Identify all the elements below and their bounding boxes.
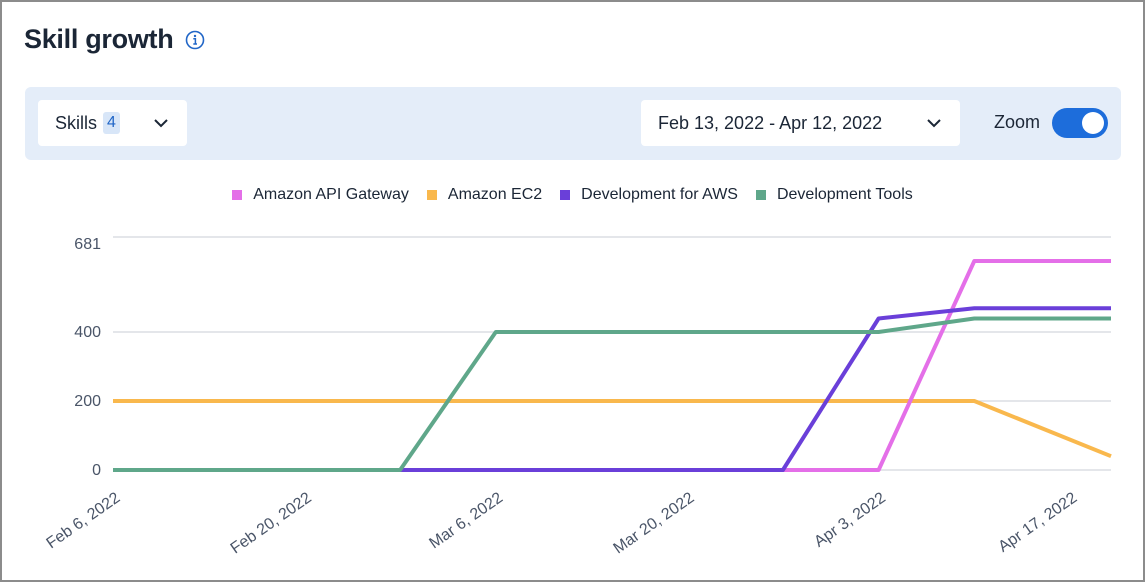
x-tick-label: Feb 6, 2022 bbox=[44, 489, 124, 552]
chevron-down-icon bbox=[927, 119, 941, 128]
y-tick-label: 0 bbox=[92, 462, 101, 479]
zoom-label: Zoom bbox=[994, 112, 1041, 132]
x-tick-label: Feb 20, 2022 bbox=[228, 489, 315, 557]
x-tick-label: Mar 6, 2022 bbox=[426, 489, 506, 552]
series-line-1 bbox=[113, 399, 1112, 459]
series-line-2 bbox=[113, 306, 1111, 472]
y-tick-label: 200 bbox=[74, 393, 101, 410]
legend-swatch bbox=[560, 190, 571, 200]
title-row: Skill growth bbox=[24, 24, 205, 55]
legend-item[interactable]: Amazon EC2 bbox=[426, 186, 543, 204]
toggle-knob bbox=[1082, 112, 1104, 134]
zoom-toggle[interactable] bbox=[1052, 108, 1108, 138]
legend-label: Development Tools bbox=[776, 186, 913, 203]
info-icon[interactable] bbox=[185, 30, 205, 50]
filter-toolbar: Skills 4 Feb 13, 2022 - Apr 12, 2022 Zoo… bbox=[25, 87, 1121, 160]
x-tick-label: Apr 17, 2022 bbox=[995, 489, 1080, 556]
legend-label: Amazon EC2 bbox=[447, 186, 543, 203]
legend-item[interactable]: Amazon API Gateway bbox=[232, 186, 409, 204]
skills-count-badge: 4 bbox=[103, 112, 120, 134]
y-tick-label: 400 bbox=[74, 324, 101, 341]
chevron-down-icon bbox=[154, 119, 168, 128]
page-title: Skill growth bbox=[24, 24, 174, 54]
y-tick-label: 681 bbox=[74, 236, 101, 253]
series-line-3 bbox=[113, 316, 1111, 472]
skills-label: Skills bbox=[55, 112, 98, 133]
x-tick-label: Mar 20, 2022 bbox=[611, 489, 698, 557]
legend-item[interactable]: Development Tools bbox=[755, 186, 913, 204]
legend-swatch bbox=[232, 190, 243, 200]
legend-item[interactable]: Development for AWS bbox=[560, 186, 738, 204]
legend-swatch bbox=[426, 190, 437, 200]
date-range-label: Feb 13, 2022 - Apr 12, 2022 bbox=[658, 112, 883, 133]
series-line-0 bbox=[400, 259, 1111, 472]
legend-label: Development for AWS bbox=[581, 186, 738, 203]
skills-dropdown[interactable]: Skills 4 bbox=[38, 100, 187, 146]
date-range-dropdown[interactable]: Feb 13, 2022 - Apr 12, 2022 bbox=[641, 100, 960, 146]
legend-swatch bbox=[755, 190, 766, 200]
legend-label: Amazon API Gateway bbox=[253, 186, 409, 203]
chart-legend: Amazon API Gateway Amazon EC2 Development … bbox=[0, 186, 1145, 204]
x-tick-label: Apr 3, 2022 bbox=[811, 489, 889, 550]
